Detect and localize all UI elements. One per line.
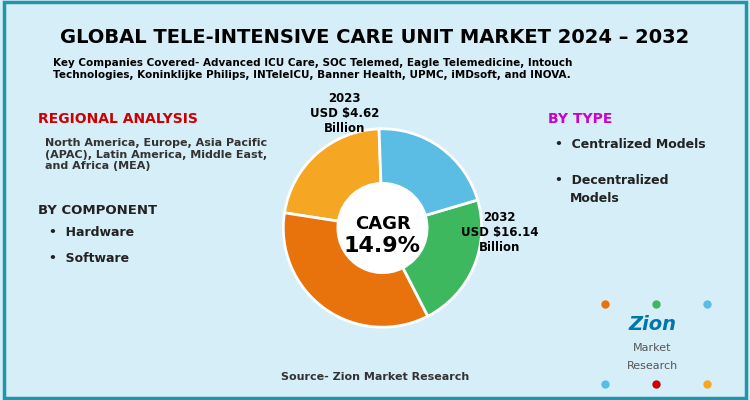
Wedge shape xyxy=(284,213,428,327)
Text: North America, Europe, Asia Pacific
(APAC), Latin America, Middle East,
and Afri: North America, Europe, Asia Pacific (APA… xyxy=(45,138,267,171)
Text: CAGR: CAGR xyxy=(355,215,410,233)
Text: •  Decentralized: • Decentralized xyxy=(555,174,668,187)
Text: 2023
USD $4.62
Billion: 2023 USD $4.62 Billion xyxy=(310,92,380,136)
Text: Source- Zion Market Research: Source- Zion Market Research xyxy=(280,372,470,382)
Text: BY TYPE: BY TYPE xyxy=(548,112,612,126)
Circle shape xyxy=(338,183,427,273)
Wedge shape xyxy=(379,129,478,215)
Text: BY COMPONENT: BY COMPONENT xyxy=(38,204,157,217)
Text: •  Hardware: • Hardware xyxy=(49,226,134,239)
Wedge shape xyxy=(403,200,482,316)
Text: GLOBAL TELE-INTENSIVE CARE UNIT MARKET 2024 – 2032: GLOBAL TELE-INTENSIVE CARE UNIT MARKET 2… xyxy=(60,28,690,47)
Text: 2032
USD $16.14
Billion: 2032 USD $16.14 Billion xyxy=(460,212,538,254)
Text: Key Companies Covered- Advanced ICU Care, SOC Telemed, Eagle Telemedicine, Intou: Key Companies Covered- Advanced ICU Care… xyxy=(53,58,572,80)
Text: 14.9%: 14.9% xyxy=(344,236,421,256)
Text: Market: Market xyxy=(633,343,672,353)
Text: REGIONAL ANALYSIS: REGIONAL ANALYSIS xyxy=(38,112,197,126)
Text: Zion: Zion xyxy=(628,314,676,334)
Text: Research: Research xyxy=(627,361,678,371)
Text: •  Centralized Models: • Centralized Models xyxy=(555,138,706,151)
Wedge shape xyxy=(284,129,381,221)
Text: •  Software: • Software xyxy=(49,252,129,265)
Text: Models: Models xyxy=(570,192,620,205)
